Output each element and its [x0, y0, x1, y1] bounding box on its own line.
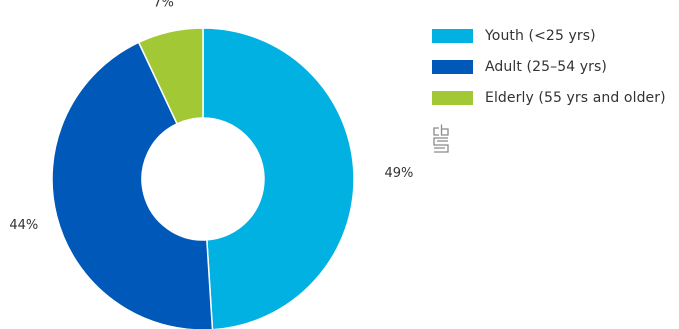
legend-item-elderly[interactable]: Elderly (55 yrs and older): [432, 88, 666, 108]
legend-label-adult: Adult (25–54 yrs): [485, 59, 607, 75]
legend-swatch-youth: [432, 29, 473, 43]
slices-group: [51, 27, 355, 329]
legend-label-elderly: Elderly (55 yrs and older): [485, 90, 666, 106]
legend-swatch-adult: [432, 60, 473, 74]
legend-item-adult[interactable]: Adult (25–54 yrs): [432, 57, 666, 77]
slice-youth[interactable]: [202, 27, 355, 329]
slice-label-youth: 49%: [384, 166, 413, 181]
slice-elderly[interactable]: [137, 27, 204, 125]
slice-label-adult: 44%: [9, 218, 38, 233]
cbs-logo-icon: [433, 124, 449, 153]
legend-swatch-elderly: [432, 91, 473, 105]
legend: Youth (<25 yrs) Adult (25–54 yrs) Elderl…: [432, 26, 666, 119]
legend-label-youth: Youth (<25 yrs): [485, 28, 596, 44]
slice-labels-group: 49% 44% 7%: [9, 0, 413, 233]
slice-label-elderly: 7%: [153, 0, 174, 10]
legend-item-youth[interactable]: Youth (<25 yrs): [432, 26, 666, 46]
